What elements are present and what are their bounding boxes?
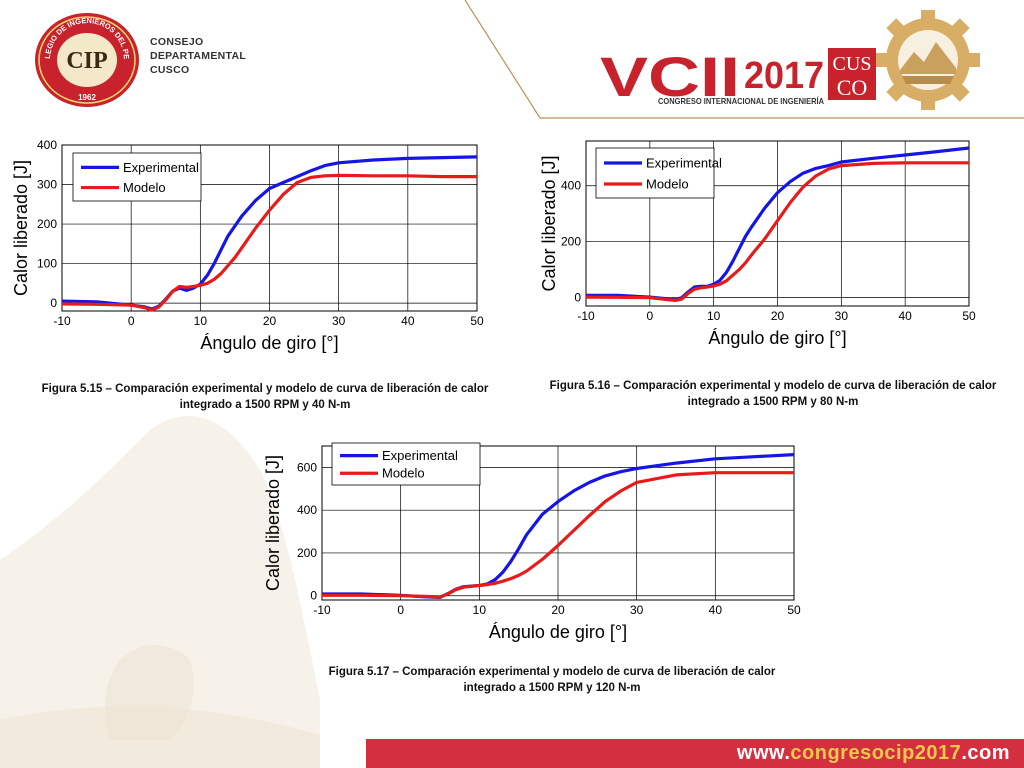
x-tick-label: -10	[53, 314, 71, 328]
y-axis-label: Calor liberado [J]	[11, 160, 31, 296]
chart-legend: Experimental Modelo	[595, 147, 722, 199]
y-axis-label: Calor liberado [J]	[539, 155, 559, 291]
y-axis-label: Calor liberado [J]	[263, 455, 283, 591]
x-tick-label: 10	[473, 603, 487, 617]
x-tick-label: 0	[397, 603, 404, 617]
url-suffix: .com	[961, 742, 1010, 764]
series-line-modelo	[585, 161, 969, 302]
footer-website-link[interactable]: www.congresocip2017.com	[737, 742, 1010, 765]
council-line-2: DEPARTAMENTAL	[150, 50, 247, 62]
x-tick-label: 30	[835, 309, 849, 323]
chart-legend: Experimental Modelo	[72, 152, 202, 202]
y-tick-label: 200	[37, 217, 57, 231]
x-tick-label: 0	[128, 314, 135, 328]
x-tick-label: 30	[630, 603, 644, 617]
legend-label: Experimental	[646, 156, 722, 171]
url-prefix: www.	[736, 742, 791, 764]
y-tick-label: 300	[37, 178, 57, 192]
legend-label: Modelo	[382, 466, 425, 481]
congress-city-bottom: CO	[837, 75, 868, 100]
header-divider-line	[464, 0, 1024, 119]
caption-line-2: integrado a 1500 RPM y 120 N-m	[463, 682, 641, 694]
y-tick-label: 0	[574, 291, 581, 305]
legend-label: Experimental	[123, 160, 199, 175]
x-tick-label: 50	[787, 603, 801, 617]
x-tick-label: 20	[551, 603, 565, 617]
y-tick-label: 200	[561, 235, 581, 249]
y-tick-label: 100	[37, 257, 57, 271]
x-axis-label: Ángulo de giro [°]	[708, 328, 846, 348]
series-line-modelo	[61, 173, 477, 312]
congress-year: 2017	[744, 55, 824, 97]
x-tick-label: 20	[263, 314, 277, 328]
caption-line-1: Figura 5.17 – Comparación experimental y…	[328, 666, 776, 678]
figure-5-15-caption: Figura 5.15 – Comparación experimental y…	[10, 381, 520, 413]
x-tick-label: 20	[771, 309, 785, 323]
url-highlight: congresocip2017	[790, 742, 962, 764]
x-tick-label: 0	[646, 309, 653, 323]
cip-year: 1962	[78, 93, 96, 102]
gear-mountain-icon	[876, 10, 980, 110]
y-tick-label: 400	[561, 179, 581, 193]
y-tick-label: 0	[310, 589, 317, 603]
caption-line-1: Figura 5.16 – Comparación experimental y…	[549, 380, 997, 392]
y-tick-label: 200	[297, 546, 317, 560]
y-tick-label: 0	[50, 296, 57, 310]
figure-5-17-caption: Figura 5.17 – Comparación experimental y…	[262, 664, 842, 696]
x-tick-label: -10	[577, 309, 595, 323]
x-tick-label: 50	[470, 314, 484, 328]
legend-label: Experimental	[382, 448, 458, 463]
x-tick-label: 40	[709, 603, 723, 617]
chart-figure-5-16: -10 0 10 20 30 40 50 0 200 400 Experimental Modelo Á…	[539, 140, 976, 348]
caption-line-1: Figura 5.15 – Comparación experimental y…	[41, 383, 489, 395]
cip-logo: COLEGIO DE INGENIEROS DEL PERU CIP 1962	[34, 12, 139, 107]
x-tick-label: 40	[401, 314, 415, 328]
chart-figure-5-17: -10 0 10 20 30 40 500200400600ExperimentalMode…	[263, 442, 801, 642]
cip-monogram: CIP	[66, 48, 107, 74]
congress-subtitle: CONGRESO INTERNACIONAL DE INGENIERÍA	[658, 96, 824, 106]
x-tick-label: 30	[332, 314, 346, 328]
x-axis-label: Ángulo de giro [°]	[200, 333, 338, 353]
y-tick-label: 600	[297, 460, 317, 474]
caption-line-2: integrado a 1500 RPM y 40 N-m	[179, 399, 351, 411]
congress-title: VCII	[600, 45, 740, 108]
chart-figure-5-15: -10 0 10 20 30 40 50 0 100 200 300 400 Experimental M…	[11, 138, 484, 353]
footer-bar: www.congresocip2017.com	[366, 739, 1024, 768]
x-tick-label: 10	[707, 309, 721, 323]
congress-city-top: CUS	[833, 53, 872, 75]
x-tick-label: 40	[898, 309, 912, 323]
x-tick-label: -10	[313, 603, 331, 617]
council-line-1: CONSEJO	[150, 36, 204, 48]
legend-label: Modelo	[646, 177, 689, 192]
council-line-3: CUSCO	[150, 64, 190, 76]
x-axis-label: Ángulo de giro [°]	[489, 622, 627, 642]
chart-legend: Experimental Modelo	[331, 442, 481, 486]
legend-label: Modelo	[123, 180, 166, 195]
council-name: CONSEJO DEPARTAMENTAL CUSCO	[150, 35, 246, 77]
x-tick-label: 10	[194, 314, 208, 328]
figure-5-16-caption: Figura 5.16 – Comparación experimental y…	[538, 378, 1008, 410]
x-tick-label: 50	[962, 309, 976, 323]
series-line-modelo	[322, 471, 794, 599]
y-tick-label: 400	[37, 138, 57, 152]
congress-logo: CUS CO VCII 2017 CONGRESO INTERNACIONAL …	[600, 10, 980, 110]
caption-line-2: integrado a 1500 RPM y 80 N-m	[687, 396, 859, 408]
y-tick-label: 400	[297, 503, 317, 517]
